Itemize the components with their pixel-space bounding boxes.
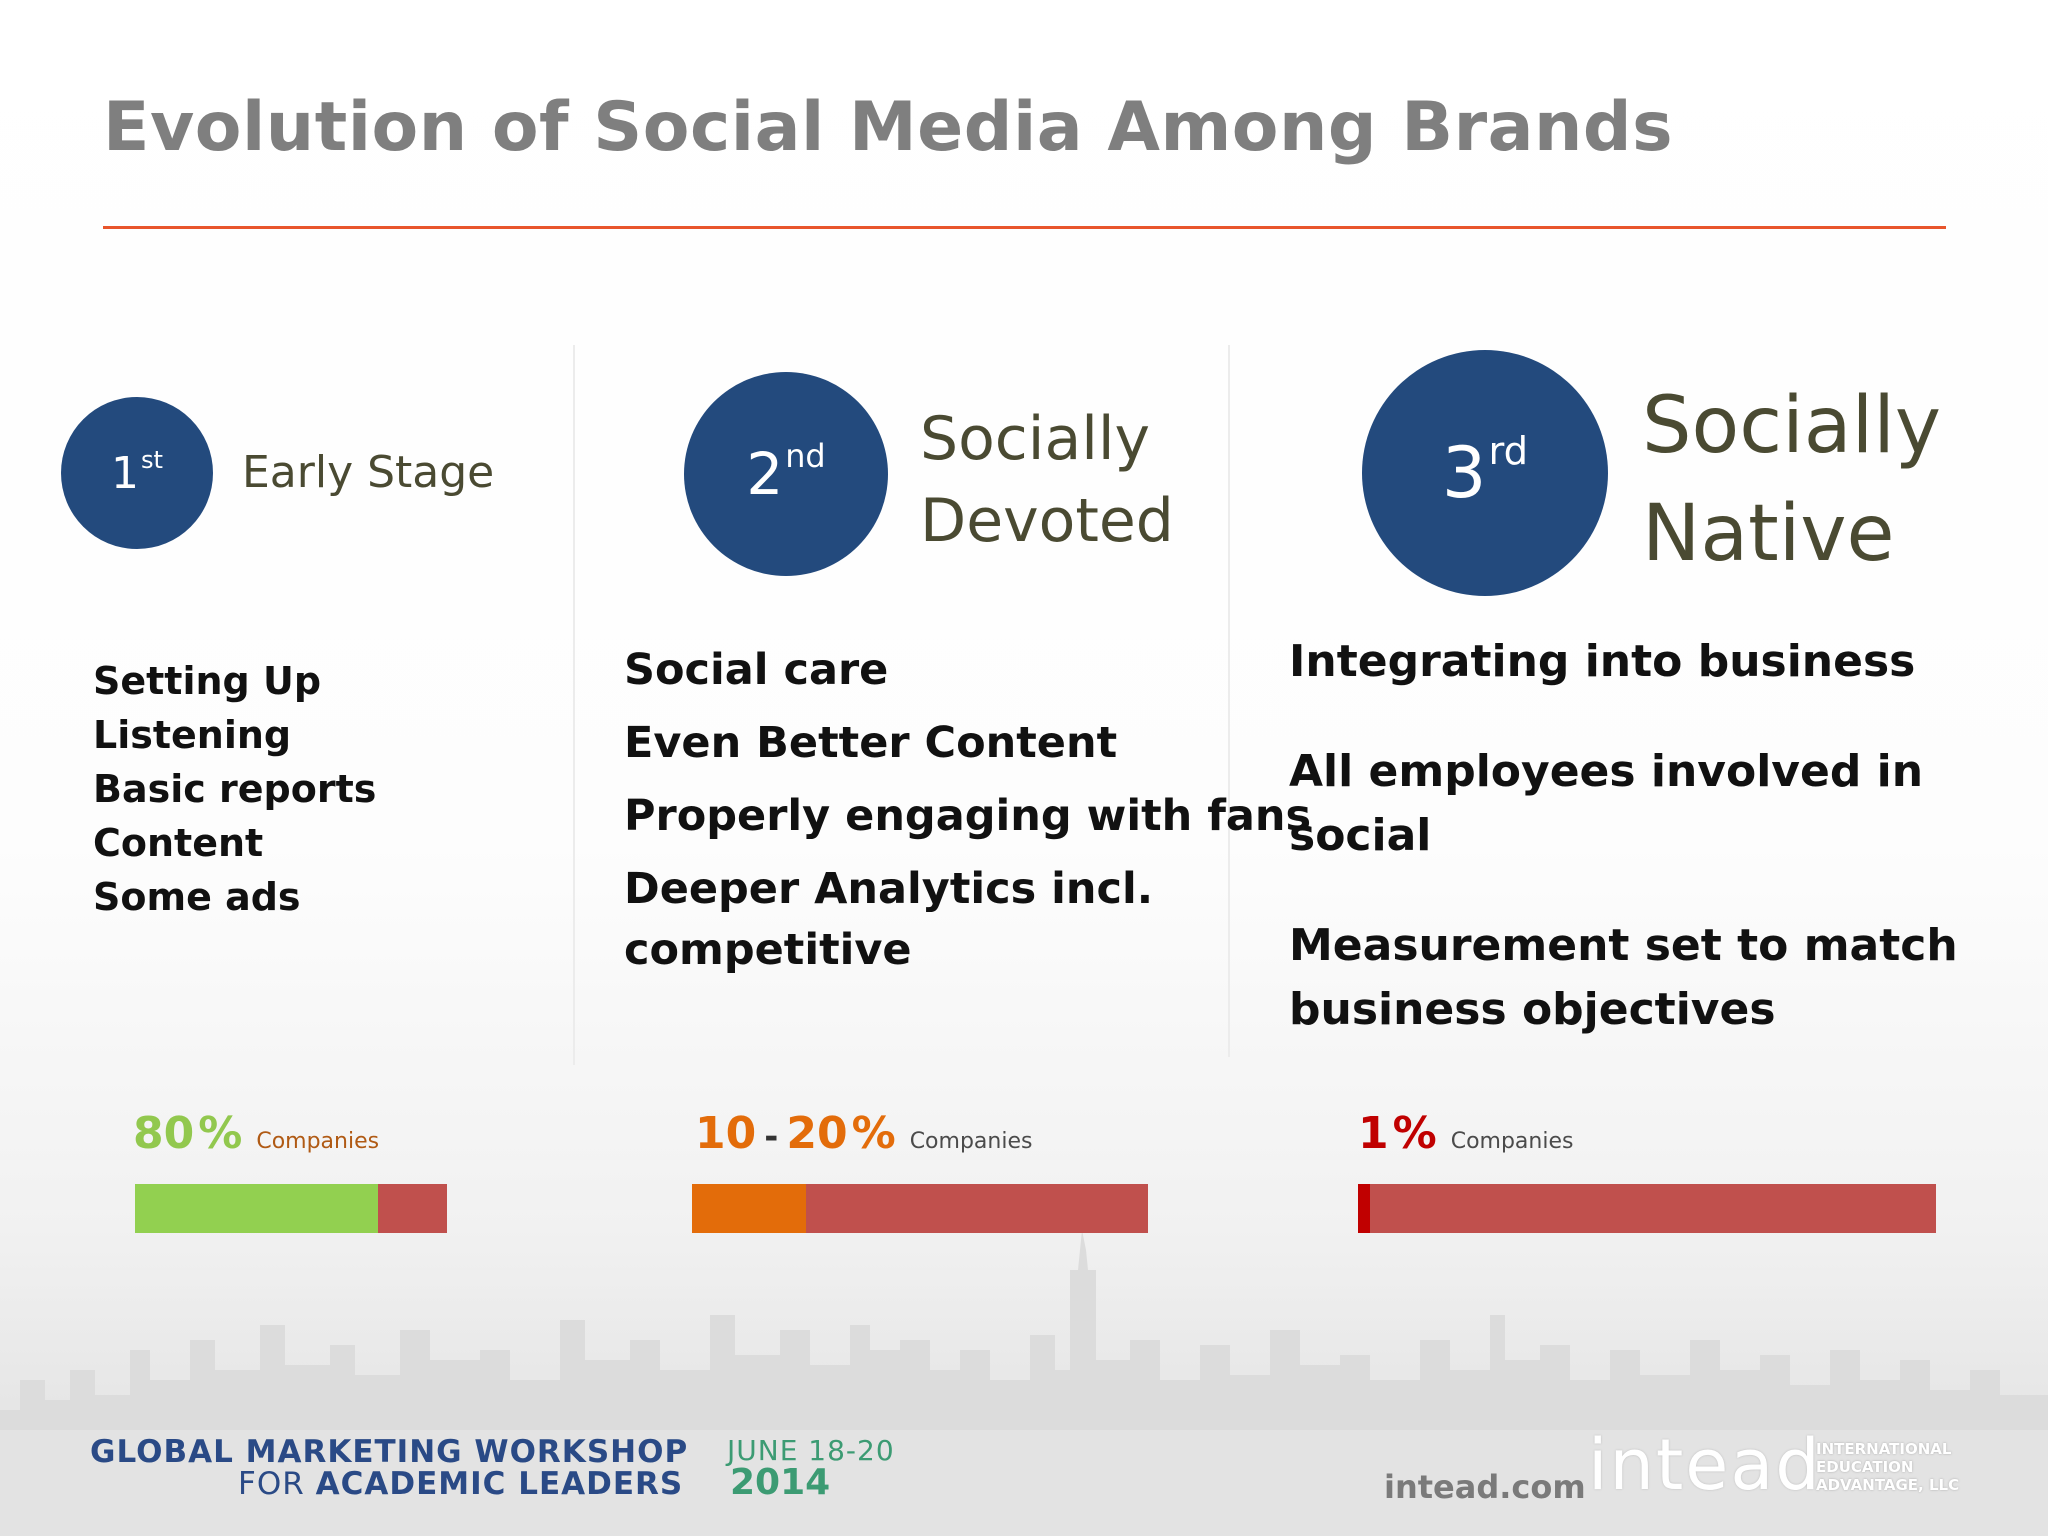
range-dash: - [764,1117,779,1157]
stage-bullet-list: Integrating into business All employees … [1289,630,2048,1042]
share-percent: 1 [1358,1108,1389,1159]
share-bar-fill [1358,1184,1370,1233]
share-percent-upper: 20 [786,1108,848,1159]
companies-label: Companies [909,1129,1033,1154]
bullet-item: Properly engaging with fans [624,791,1312,841]
stage-number-suffix: nd [785,437,826,476]
percent-sign: % [198,1108,243,1159]
stage-label: Socially Native [1642,372,1941,588]
title-divider [103,226,1946,229]
city-skyline-image [0,1230,2048,1536]
share-percent: 80 [133,1108,195,1159]
bullet-item: competitive [624,925,912,975]
workshop-subtitle-prefix: FOR [238,1466,316,1502]
bullet-item: All employees involved in social [1289,746,1924,861]
share-bar [1358,1184,1936,1233]
share-bar [692,1184,1148,1233]
percent-sign: % [851,1108,896,1159]
bullet-item: Deeper Analytics incl. [624,864,1154,914]
intead-logo-tagline: INTERNATIONAL EDUCATION ADVANTAGE, LLC [1816,1440,1959,1494]
stage-bullet-list: Social care Even Better Content Properly… [624,640,1311,981]
slide-title: Evolution of Social Media Among Brands [103,88,1674,167]
bullet-item: Listening [93,713,292,757]
stage-bullet-list: Setting Up Listening Basic reports Conte… [93,654,376,924]
tagline-line: ADVANTAGE, LLC [1816,1476,1960,1494]
stage-label-line: Early Stage [242,447,495,498]
stage-label-line: Socially [920,404,1151,474]
workshop-title: GLOBAL MARKETING WORKSHOP [90,1434,689,1470]
share-percent: 10 [695,1108,757,1159]
intead-logo: intead [1588,1424,1822,1506]
bullet-item: Integrating into business [1289,636,1916,687]
workshop-subtitle: FOR ACADEMIC LEADERS [238,1466,683,1502]
stage-number-suffix: st [140,445,164,474]
tagline-line: INTERNATIONAL [1816,1440,1952,1458]
tagline-line: EDUCATION [1816,1458,1914,1476]
stage-number: 3 [1441,432,1487,514]
column-divider [573,345,575,1065]
stage-label: Early Stage [242,442,494,504]
share-bar-fill [135,1184,379,1233]
share-label: 10 - 20 % Companies [695,1108,1032,1159]
workshop-dates: JUNE 18-20 [727,1434,895,1467]
bullet-item: Social care [624,645,889,695]
bullet-item: Setting Up [93,659,322,703]
bullet-item: Basic reports [93,767,377,811]
share-bar-fill [692,1184,806,1233]
column-divider [1228,345,1230,1057]
bullet-item: business objectives [1289,984,1776,1035]
share-label: 1 % Companies [1358,1108,1573,1159]
stage-label-line: Native [1642,489,1895,579]
website-url: intead.com [1384,1468,1586,1506]
companies-label: Companies [1450,1129,1574,1154]
stage-number-suffix: rd [1488,429,1529,475]
bullet-item: Even Better Content [624,718,1118,768]
stage-number: 2 [746,440,784,508]
percent-sign: % [1392,1108,1437,1159]
bullet-item: Some ads [93,875,301,919]
stage-label-line: Devoted [920,486,1174,556]
stage-number: 1 [110,447,139,499]
workshop-year: 2014 [730,1462,831,1503]
companies-label: Companies [256,1129,380,1154]
workshop-subtitle-main: ACADEMIC LEADERS [315,1466,684,1502]
share-bar [135,1184,447,1233]
stage-label: Socially Devoted [920,398,1174,562]
share-label: 80 % Companies [133,1108,379,1159]
bullet-item: Content [93,821,264,865]
stage-label-line: Socially [1642,381,1942,471]
bullet-item: Measurement set to match [1289,920,1958,971]
